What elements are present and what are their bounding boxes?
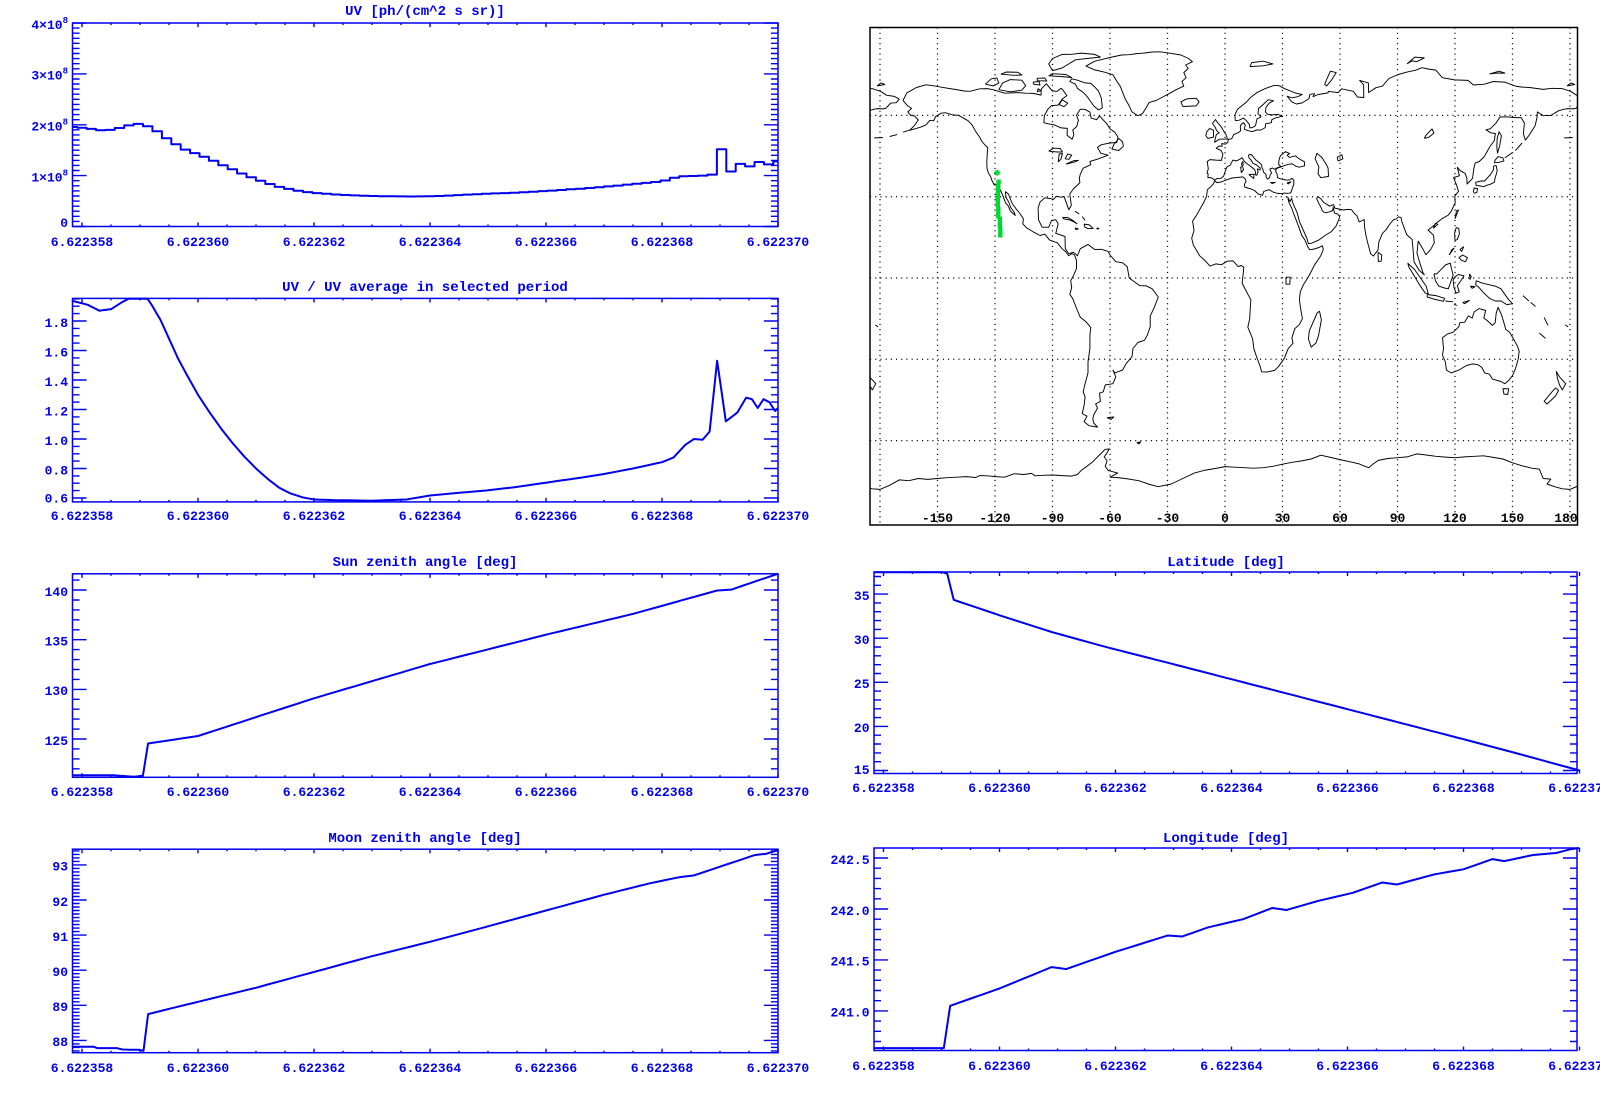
svg-text:60: 60 — [1332, 511, 1348, 526]
svg-text:6.622366: 6.622366 — [1316, 1059, 1379, 1074]
svg-text:30: 30 — [854, 633, 870, 648]
svg-text:130: 130 — [45, 684, 69, 699]
svg-text:-90: -90 — [1041, 511, 1065, 526]
svg-text:6.622360: 6.622360 — [968, 1059, 1031, 1074]
svg-text:25: 25 — [854, 677, 870, 692]
svg-text:6.622362: 6.622362 — [283, 235, 346, 250]
svg-text:1.4: 1.4 — [45, 375, 69, 390]
svg-text:2×108: 2×108 — [31, 118, 68, 135]
svg-text:6.622368: 6.622368 — [631, 785, 694, 800]
svg-text:Sun zenith angle [deg]: Sun zenith angle [deg] — [333, 555, 518, 571]
svg-text:6.622370: 6.622370 — [747, 235, 810, 250]
svg-text:241.5: 241.5 — [830, 955, 869, 970]
svg-text:6.622360: 6.622360 — [167, 785, 230, 800]
svg-text:6.622370: 6.622370 — [747, 785, 810, 800]
svg-text:6.622362: 6.622362 — [1084, 781, 1147, 796]
svg-text:6.622362: 6.622362 — [1084, 1059, 1147, 1074]
svg-text:Moon zenith angle [deg]: Moon zenith angle [deg] — [328, 831, 521, 847]
svg-text:1.6: 1.6 — [45, 345, 69, 360]
svg-text:6.622364: 6.622364 — [1200, 781, 1263, 796]
svg-text:6.622368: 6.622368 — [631, 235, 694, 250]
svg-text:6.622360: 6.622360 — [167, 235, 230, 250]
svg-text:90: 90 — [52, 965, 68, 980]
svg-text:-60: -60 — [1098, 511, 1122, 526]
svg-text:Latitude [deg]: Latitude [deg] — [1167, 555, 1285, 571]
svg-text:6.622366: 6.622366 — [1316, 781, 1379, 796]
svg-text:6.622358: 6.622358 — [852, 1059, 915, 1074]
svg-text:1.2: 1.2 — [45, 404, 69, 419]
svg-text:180: 180 — [1554, 511, 1578, 526]
svg-text:4×108: 4×108 — [31, 16, 68, 33]
svg-text:6.622366: 6.622366 — [515, 235, 578, 250]
svg-text:6.622362: 6.622362 — [283, 509, 346, 524]
svg-text:-120: -120 — [979, 511, 1010, 526]
svg-text:-150: -150 — [922, 511, 953, 526]
svg-text:UV / UV average in selected pe: UV / UV average in selected period — [282, 280, 568, 296]
svg-text:6.622366: 6.622366 — [515, 785, 578, 800]
svg-text:6.622364: 6.622364 — [399, 1061, 462, 1076]
svg-text:6.622366: 6.622366 — [515, 1061, 578, 1076]
svg-text:241.0: 241.0 — [830, 1006, 869, 1021]
svg-text:89: 89 — [52, 1000, 68, 1015]
svg-text:15: 15 — [854, 763, 870, 778]
svg-text:6.622370: 6.622370 — [1548, 1059, 1600, 1074]
svg-text:6.622370: 6.622370 — [747, 509, 810, 524]
svg-text:6.622370: 6.622370 — [747, 1061, 810, 1076]
svg-text:0.8: 0.8 — [45, 463, 69, 478]
svg-text:Longitude [deg]: Longitude [deg] — [1163, 831, 1289, 847]
svg-text:6.622368: 6.622368 — [1432, 1059, 1495, 1074]
svg-text:1×108: 1×108 — [31, 168, 68, 185]
svg-text:-30: -30 — [1156, 511, 1180, 526]
svg-text:242.5: 242.5 — [830, 853, 869, 868]
svg-text:6.622364: 6.622364 — [399, 785, 462, 800]
svg-text:6.622364: 6.622364 — [399, 235, 462, 250]
svg-text:6.622362: 6.622362 — [283, 1061, 346, 1076]
svg-text:20: 20 — [854, 721, 870, 736]
svg-text:93: 93 — [52, 860, 68, 875]
svg-text:UV [ph/(cm^2 s sr)]: UV [ph/(cm^2 s sr)] — [345, 4, 505, 20]
svg-text:92: 92 — [52, 895, 68, 910]
svg-text:0: 0 — [60, 216, 68, 231]
svg-text:6.622360: 6.622360 — [167, 509, 230, 524]
svg-text:6.622364: 6.622364 — [1200, 1059, 1263, 1074]
svg-text:35: 35 — [854, 589, 870, 604]
svg-text:6.622364: 6.622364 — [399, 509, 462, 524]
svg-text:6.622358: 6.622358 — [51, 1061, 114, 1076]
svg-text:6.622358: 6.622358 — [51, 509, 114, 524]
svg-text:140: 140 — [45, 585, 69, 600]
svg-text:6.622370: 6.622370 — [1548, 781, 1600, 796]
svg-text:120: 120 — [1443, 511, 1467, 526]
svg-text:3×108: 3×108 — [31, 67, 68, 84]
svg-text:30: 30 — [1275, 511, 1291, 526]
svg-text:91: 91 — [52, 930, 68, 945]
svg-text:6.622358: 6.622358 — [51, 235, 114, 250]
svg-text:6.622368: 6.622368 — [631, 1061, 694, 1076]
svg-text:88: 88 — [52, 1035, 68, 1050]
svg-text:242.0: 242.0 — [830, 904, 869, 919]
svg-text:0: 0 — [1221, 511, 1229, 526]
svg-text:6.622360: 6.622360 — [167, 1061, 230, 1076]
svg-text:150: 150 — [1501, 511, 1525, 526]
svg-text:0.6: 0.6 — [45, 491, 69, 506]
svg-text:6.622360: 6.622360 — [968, 781, 1031, 796]
svg-text:6.622368: 6.622368 — [631, 509, 694, 524]
svg-text:90: 90 — [1390, 511, 1406, 526]
svg-text:6.622362: 6.622362 — [283, 785, 346, 800]
svg-text:6.622358: 6.622358 — [852, 781, 915, 796]
svg-text:125: 125 — [45, 734, 69, 749]
svg-text:1.8: 1.8 — [45, 316, 69, 331]
svg-text:6.622358: 6.622358 — [51, 785, 114, 800]
svg-text:6.622366: 6.622366 — [515, 509, 578, 524]
svg-text:1.0: 1.0 — [45, 434, 69, 449]
svg-text:135: 135 — [45, 635, 69, 650]
svg-text:6.622368: 6.622368 — [1432, 781, 1495, 796]
